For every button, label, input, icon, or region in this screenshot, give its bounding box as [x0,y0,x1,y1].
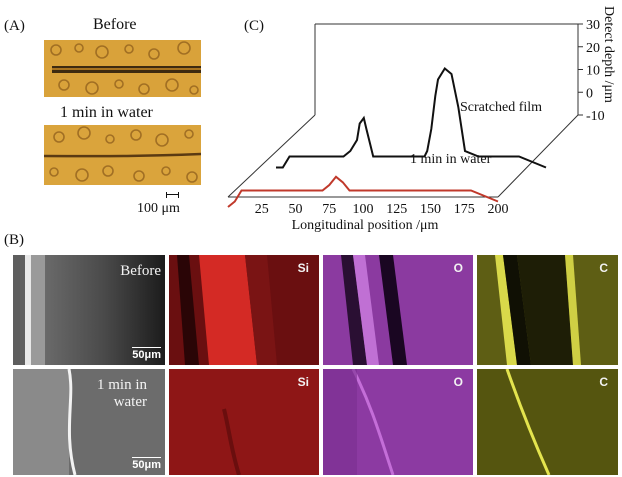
series-1-min-in-water [227,175,499,208]
map-label-o-before: O [453,261,463,275]
panel-a-label: (A) [4,18,25,34]
scale-bar-a-label: 100 μm [137,201,180,216]
chart-frame [227,23,579,198]
eds-map-c-before: C [477,255,618,365]
eds-map-si-after: Si [169,369,319,475]
x-tick-label: 150 [420,202,441,217]
eds-map-o-after: O [323,369,473,475]
eds-map-o-before: O [323,255,473,365]
panel-b-label: (B) [4,232,24,248]
x-tick-label: 50 [289,202,303,217]
series-label-1-min-in-water: 1 min in water [410,152,492,167]
x-axis-ticks: 25 50 75 100 125 150 175 200 [255,202,509,217]
map-label-o-after: O [453,375,463,389]
sem-scalebar-label-after: 50μm [132,459,161,471]
x-tick-label: 200 [488,202,509,217]
eds-map-si-before: Si [169,255,319,365]
x-axis-title: Longitudinal position /μm [292,218,439,233]
series-label-scratched-film: Scratched film [460,100,542,115]
y-axis-ticks: 30 20 10 0 -10 [578,18,605,124]
y-tick-label: -10 [586,109,605,124]
x-tick-label: 25 [255,202,269,217]
y-axis-title: Detect depth /μm [601,6,616,103]
sem-scalebar-after: 50μm [132,457,161,471]
map-label-c-after: C [599,375,608,389]
panel-a-before-label: Before [93,16,137,33]
micrograph-before [44,40,201,97]
series-scratched-film [276,67,547,169]
x-tick-label: 125 [386,202,407,217]
y-tick-label: 20 [586,41,600,56]
map-label-si-before: Si [297,261,309,275]
y-tick-label: 0 [586,86,593,101]
micrograph-after [44,125,201,185]
y-tick-label: 30 [586,18,600,33]
map-label-si-after: Si [297,375,309,389]
x-tick-label: 175 [454,202,475,217]
eds-map-c-after: C [477,369,618,475]
sem-image-before: Before 50μm [13,255,165,365]
panel-c-label: (C) [244,18,264,34]
sem-image-after: 1 min in water 50μm [13,369,165,475]
sem-scalebar-before: 50μm [132,347,161,361]
y-tick-label: 10 [586,64,600,79]
sem-scalebar-label-before: 50μm [132,349,161,361]
sem-label-after: 1 min in water [96,377,147,410]
sem-label-before: Before [120,263,161,279]
x-tick-label: 100 [353,202,374,217]
x-tick-label: 75 [322,202,336,217]
scale-bar-a [166,192,179,198]
panel-a-after-label: 1 min in water [60,104,153,121]
map-label-c-before: C [599,261,608,275]
